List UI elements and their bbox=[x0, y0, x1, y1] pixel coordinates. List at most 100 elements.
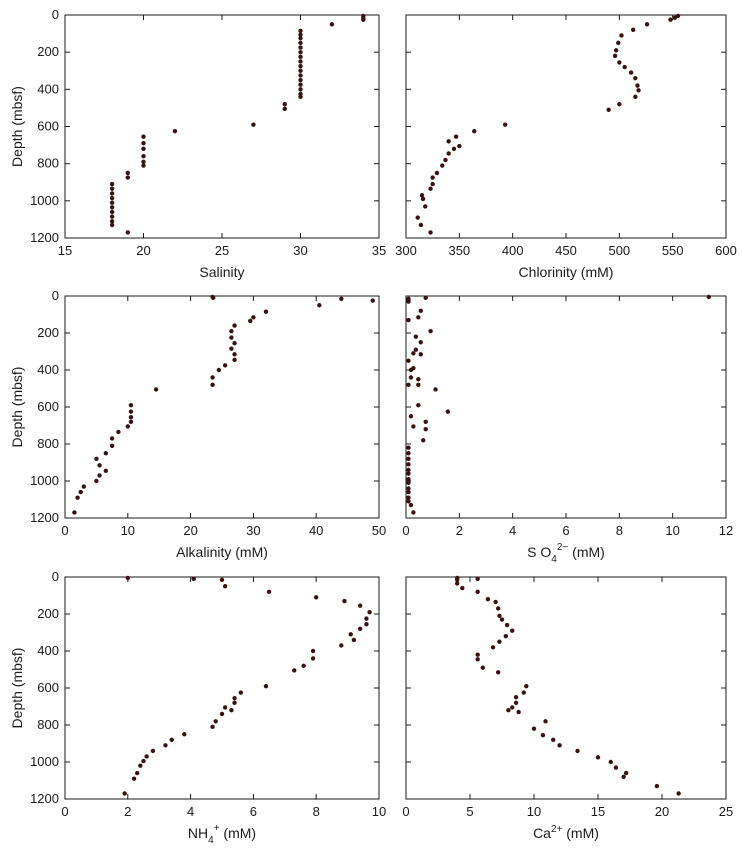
chart-3-point bbox=[406, 451, 411, 456]
chart-5-point bbox=[551, 737, 556, 742]
panel-calcium: 0 5 10 15 20 25 Ca2+ (mM) bbox=[402, 575, 733, 841]
chart-1-point bbox=[430, 175, 435, 180]
chart-2-point bbox=[128, 414, 134, 420]
chart-0-point bbox=[109, 205, 115, 210]
chart-3-point bbox=[406, 499, 411, 504]
chart-4-point bbox=[232, 700, 237, 705]
chart-4-point bbox=[364, 621, 369, 627]
chart-2-point bbox=[128, 409, 134, 414]
chart-3-point bbox=[406, 480, 411, 486]
chart-2-point bbox=[232, 323, 237, 328]
chart-2-y-tick-label: 0 bbox=[52, 288, 59, 303]
chart-0-point bbox=[125, 230, 130, 235]
chart-5-point bbox=[475, 652, 480, 657]
chart-1-point bbox=[430, 181, 435, 187]
chart-5-x-tick-label: 5 bbox=[466, 804, 473, 819]
chart-2-y-tick-label: 1200 bbox=[30, 510, 59, 525]
chart-5-point bbox=[490, 645, 496, 650]
chart-1-point bbox=[418, 222, 424, 228]
chart-1-x-tick-label: 300 bbox=[395, 243, 417, 258]
chart-4-y-tick-label: 200 bbox=[37, 606, 59, 621]
chart-0-x-axis-label: Salinity bbox=[199, 264, 244, 280]
chart-5-x-tick-label: 25 bbox=[719, 804, 733, 819]
chart-4-x-tick-label: 0 bbox=[61, 804, 68, 819]
chart-2-point bbox=[216, 367, 222, 373]
chart-4-point bbox=[213, 719, 218, 724]
chart-2-point bbox=[128, 402, 134, 408]
chart-0-x-tick-label: 15 bbox=[58, 243, 72, 258]
chart-0-point bbox=[298, 94, 303, 99]
chart-3-point bbox=[421, 438, 426, 443]
chart-4-point bbox=[169, 737, 174, 742]
chart-5-point bbox=[503, 634, 509, 639]
chart-2-x-tick-label: 20 bbox=[183, 523, 197, 538]
chart-2-point bbox=[153, 387, 159, 392]
chart-3-point bbox=[406, 462, 411, 467]
chart-3-point bbox=[406, 358, 411, 363]
chart-0-y-tick-label: 1200 bbox=[30, 230, 59, 245]
chart-3-point bbox=[428, 328, 433, 334]
chart-1-point bbox=[440, 163, 445, 168]
chart-3-point bbox=[416, 382, 421, 387]
chart-3-point bbox=[416, 315, 421, 320]
chart-0-y-tick-label: 800 bbox=[37, 156, 59, 171]
chart-5-point bbox=[455, 581, 460, 586]
chart-0-y-tick-label: 200 bbox=[37, 44, 59, 59]
chart-5-point bbox=[497, 613, 502, 619]
chart-3-point bbox=[706, 294, 711, 300]
chart-2-point bbox=[109, 436, 115, 441]
chart-5-point bbox=[654, 783, 660, 789]
chart-1-point bbox=[453, 134, 459, 139]
chart-0-point bbox=[109, 186, 115, 191]
chart-1-point bbox=[606, 107, 611, 112]
chart-3-point bbox=[406, 486, 411, 491]
chart-2-x-axis-label: Alkalinity (mM) bbox=[176, 544, 268, 560]
chart-5-point bbox=[540, 732, 546, 738]
chart-4-x-tick-label: 4 bbox=[187, 804, 194, 819]
chart-3-x-tick-label: 8 bbox=[616, 523, 623, 538]
chart-3-point bbox=[413, 347, 419, 352]
chart-0-point bbox=[251, 122, 256, 127]
chart-3-point bbox=[416, 402, 421, 408]
chart-3-point bbox=[411, 424, 416, 429]
chart-0-point bbox=[125, 175, 130, 180]
chart-5-point bbox=[575, 748, 580, 754]
chart-5-point bbox=[531, 726, 537, 731]
chart-3-x-tick-label: 10 bbox=[665, 523, 679, 538]
chart-0-y-tick-label: 1000 bbox=[30, 193, 59, 208]
chart-0-point bbox=[298, 59, 303, 64]
chart-5-point bbox=[475, 657, 480, 662]
chart-4-point bbox=[232, 695, 237, 701]
chart-1-point bbox=[668, 17, 673, 22]
chart-4-point bbox=[310, 656, 316, 661]
chart-4-plot-frame bbox=[64, 576, 380, 800]
chart-1-point bbox=[644, 22, 650, 27]
chart-4-x-tick-label: 10 bbox=[372, 804, 386, 819]
chart-0-point bbox=[298, 32, 303, 37]
chart-5-point bbox=[455, 577, 460, 582]
chart-0-x-tick-label: 20 bbox=[136, 243, 150, 258]
chart-0-point bbox=[109, 200, 115, 205]
chart-1-point bbox=[503, 122, 508, 127]
chart-5-x-tick-label: 0 bbox=[402, 804, 409, 819]
chart-4-point bbox=[219, 577, 225, 582]
chart-3-point bbox=[418, 308, 423, 313]
chart-1-point bbox=[472, 128, 477, 134]
chart-5-point bbox=[475, 589, 480, 594]
chart-4-point bbox=[150, 748, 156, 754]
chart-5-x-tick-label: 10 bbox=[527, 804, 541, 819]
chart-4-point bbox=[182, 732, 187, 737]
chart-3-point bbox=[433, 387, 438, 392]
chart-4-point bbox=[301, 663, 306, 668]
chart-1-point bbox=[675, 13, 681, 19]
chart-4-point bbox=[122, 791, 127, 796]
chart-5-point bbox=[608, 759, 613, 765]
chart-5-point bbox=[513, 695, 519, 700]
chart-4-point bbox=[125, 575, 130, 581]
chart-4-point bbox=[138, 763, 143, 768]
chart-1-point bbox=[619, 33, 624, 38]
chart-0-point bbox=[141, 134, 146, 139]
chart-1-point bbox=[446, 139, 451, 144]
chart-2-x-tick-label: 0 bbox=[61, 523, 68, 538]
